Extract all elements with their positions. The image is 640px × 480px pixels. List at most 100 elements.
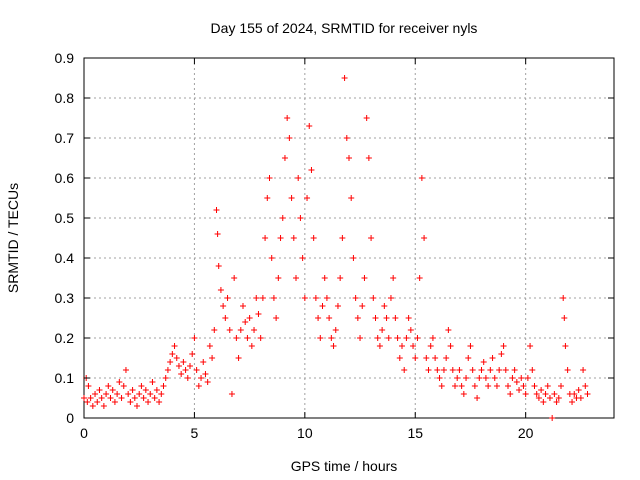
data-point [187, 363, 193, 369]
grid-lines [84, 58, 614, 418]
data-point [478, 367, 485, 373]
data-point [469, 367, 476, 373]
data-point [189, 351, 196, 357]
data-point [200, 359, 207, 365]
data-point [315, 315, 322, 321]
data-point [381, 303, 388, 309]
data-point [372, 315, 379, 321]
data-point [120, 383, 127, 389]
data-point [134, 403, 140, 409]
data-point [370, 295, 377, 301]
data-point [343, 135, 350, 141]
data-point [301, 295, 308, 301]
data-point [100, 403, 107, 409]
data-point [487, 367, 494, 373]
y-axis-title: SRMTID / TECUs [5, 183, 21, 293]
data-point [551, 391, 558, 397]
data-point [129, 387, 136, 393]
data-point [396, 355, 403, 361]
data-point [262, 235, 269, 241]
x-tick-label: 5 [191, 425, 199, 441]
data-point [348, 195, 355, 201]
x-axis-title: GPS time / hours [291, 458, 398, 474]
y-tick-label: 0.2 [55, 330, 75, 346]
data-point [156, 399, 163, 405]
data-point [169, 351, 176, 357]
data-point [562, 343, 569, 349]
data-point [374, 335, 381, 341]
data-point [352, 295, 359, 301]
data-point [111, 399, 118, 405]
data-point [198, 375, 205, 381]
data-point [214, 231, 221, 237]
data-point [191, 335, 198, 341]
data-point [160, 383, 167, 389]
y-tick-label: 0.8 [55, 90, 75, 106]
data-point [511, 367, 518, 373]
data-point [558, 383, 564, 389]
data-point [279, 215, 286, 221]
data-point [251, 327, 258, 333]
data-point [365, 155, 372, 161]
data-point [465, 355, 472, 361]
data-point [410, 343, 417, 349]
data-point [116, 379, 123, 385]
chart-title: Day 155 of 2024, SRMTID for receiver nyl… [211, 20, 478, 36]
data-point [304, 195, 311, 201]
data-point [390, 275, 397, 281]
data-point [114, 391, 121, 397]
data-point [326, 315, 333, 321]
data-point [584, 391, 591, 397]
data-point [321, 275, 328, 281]
data-point [440, 367, 447, 373]
data-point [319, 303, 326, 309]
data-point [125, 391, 132, 397]
y-tick-label: 0.1 [55, 370, 75, 386]
data-point [131, 395, 138, 401]
data-point [449, 367, 456, 373]
data-point [328, 335, 335, 341]
data-point [334, 303, 341, 309]
data-point [332, 327, 339, 333]
data-point [553, 399, 560, 405]
data-point [474, 395, 481, 401]
data-point [383, 315, 390, 321]
data-point [518, 375, 525, 381]
data-point [571, 391, 578, 397]
data-point [158, 391, 165, 397]
data-point [226, 327, 233, 333]
data-point [220, 303, 227, 309]
data-point [162, 375, 169, 381]
data-point [458, 383, 465, 389]
data-point [580, 367, 587, 373]
data-point [109, 387, 116, 393]
data-point [359, 303, 366, 309]
data-point [493, 383, 500, 389]
data-point [516, 387, 523, 393]
data-point [295, 175, 302, 181]
data-point [105, 383, 112, 389]
data-point [202, 371, 209, 377]
data-point [445, 327, 452, 333]
data-point [84, 399, 91, 405]
y-tick-label: 0 [66, 410, 74, 426]
axis-ticks: 0 0.1 0.2 0.3 0.4 0.5 0.6 0.7 0.8 0.9 0 5 10 15 20 [55, 50, 614, 441]
data-point [502, 367, 509, 373]
data-point [507, 391, 514, 397]
data-point [527, 343, 534, 349]
data-point [107, 395, 114, 401]
data-point [98, 395, 105, 401]
data-point [412, 355, 419, 361]
data-point [204, 379, 211, 385]
data-point [268, 255, 275, 261]
data-point [149, 379, 156, 385]
data-point [346, 155, 352, 161]
data-point [92, 391, 99, 397]
data-point [401, 367, 408, 373]
data-point [376, 343, 383, 349]
data-point [323, 295, 330, 301]
data-point [392, 315, 399, 321]
data-point [288, 195, 295, 201]
data-point [531, 383, 538, 389]
